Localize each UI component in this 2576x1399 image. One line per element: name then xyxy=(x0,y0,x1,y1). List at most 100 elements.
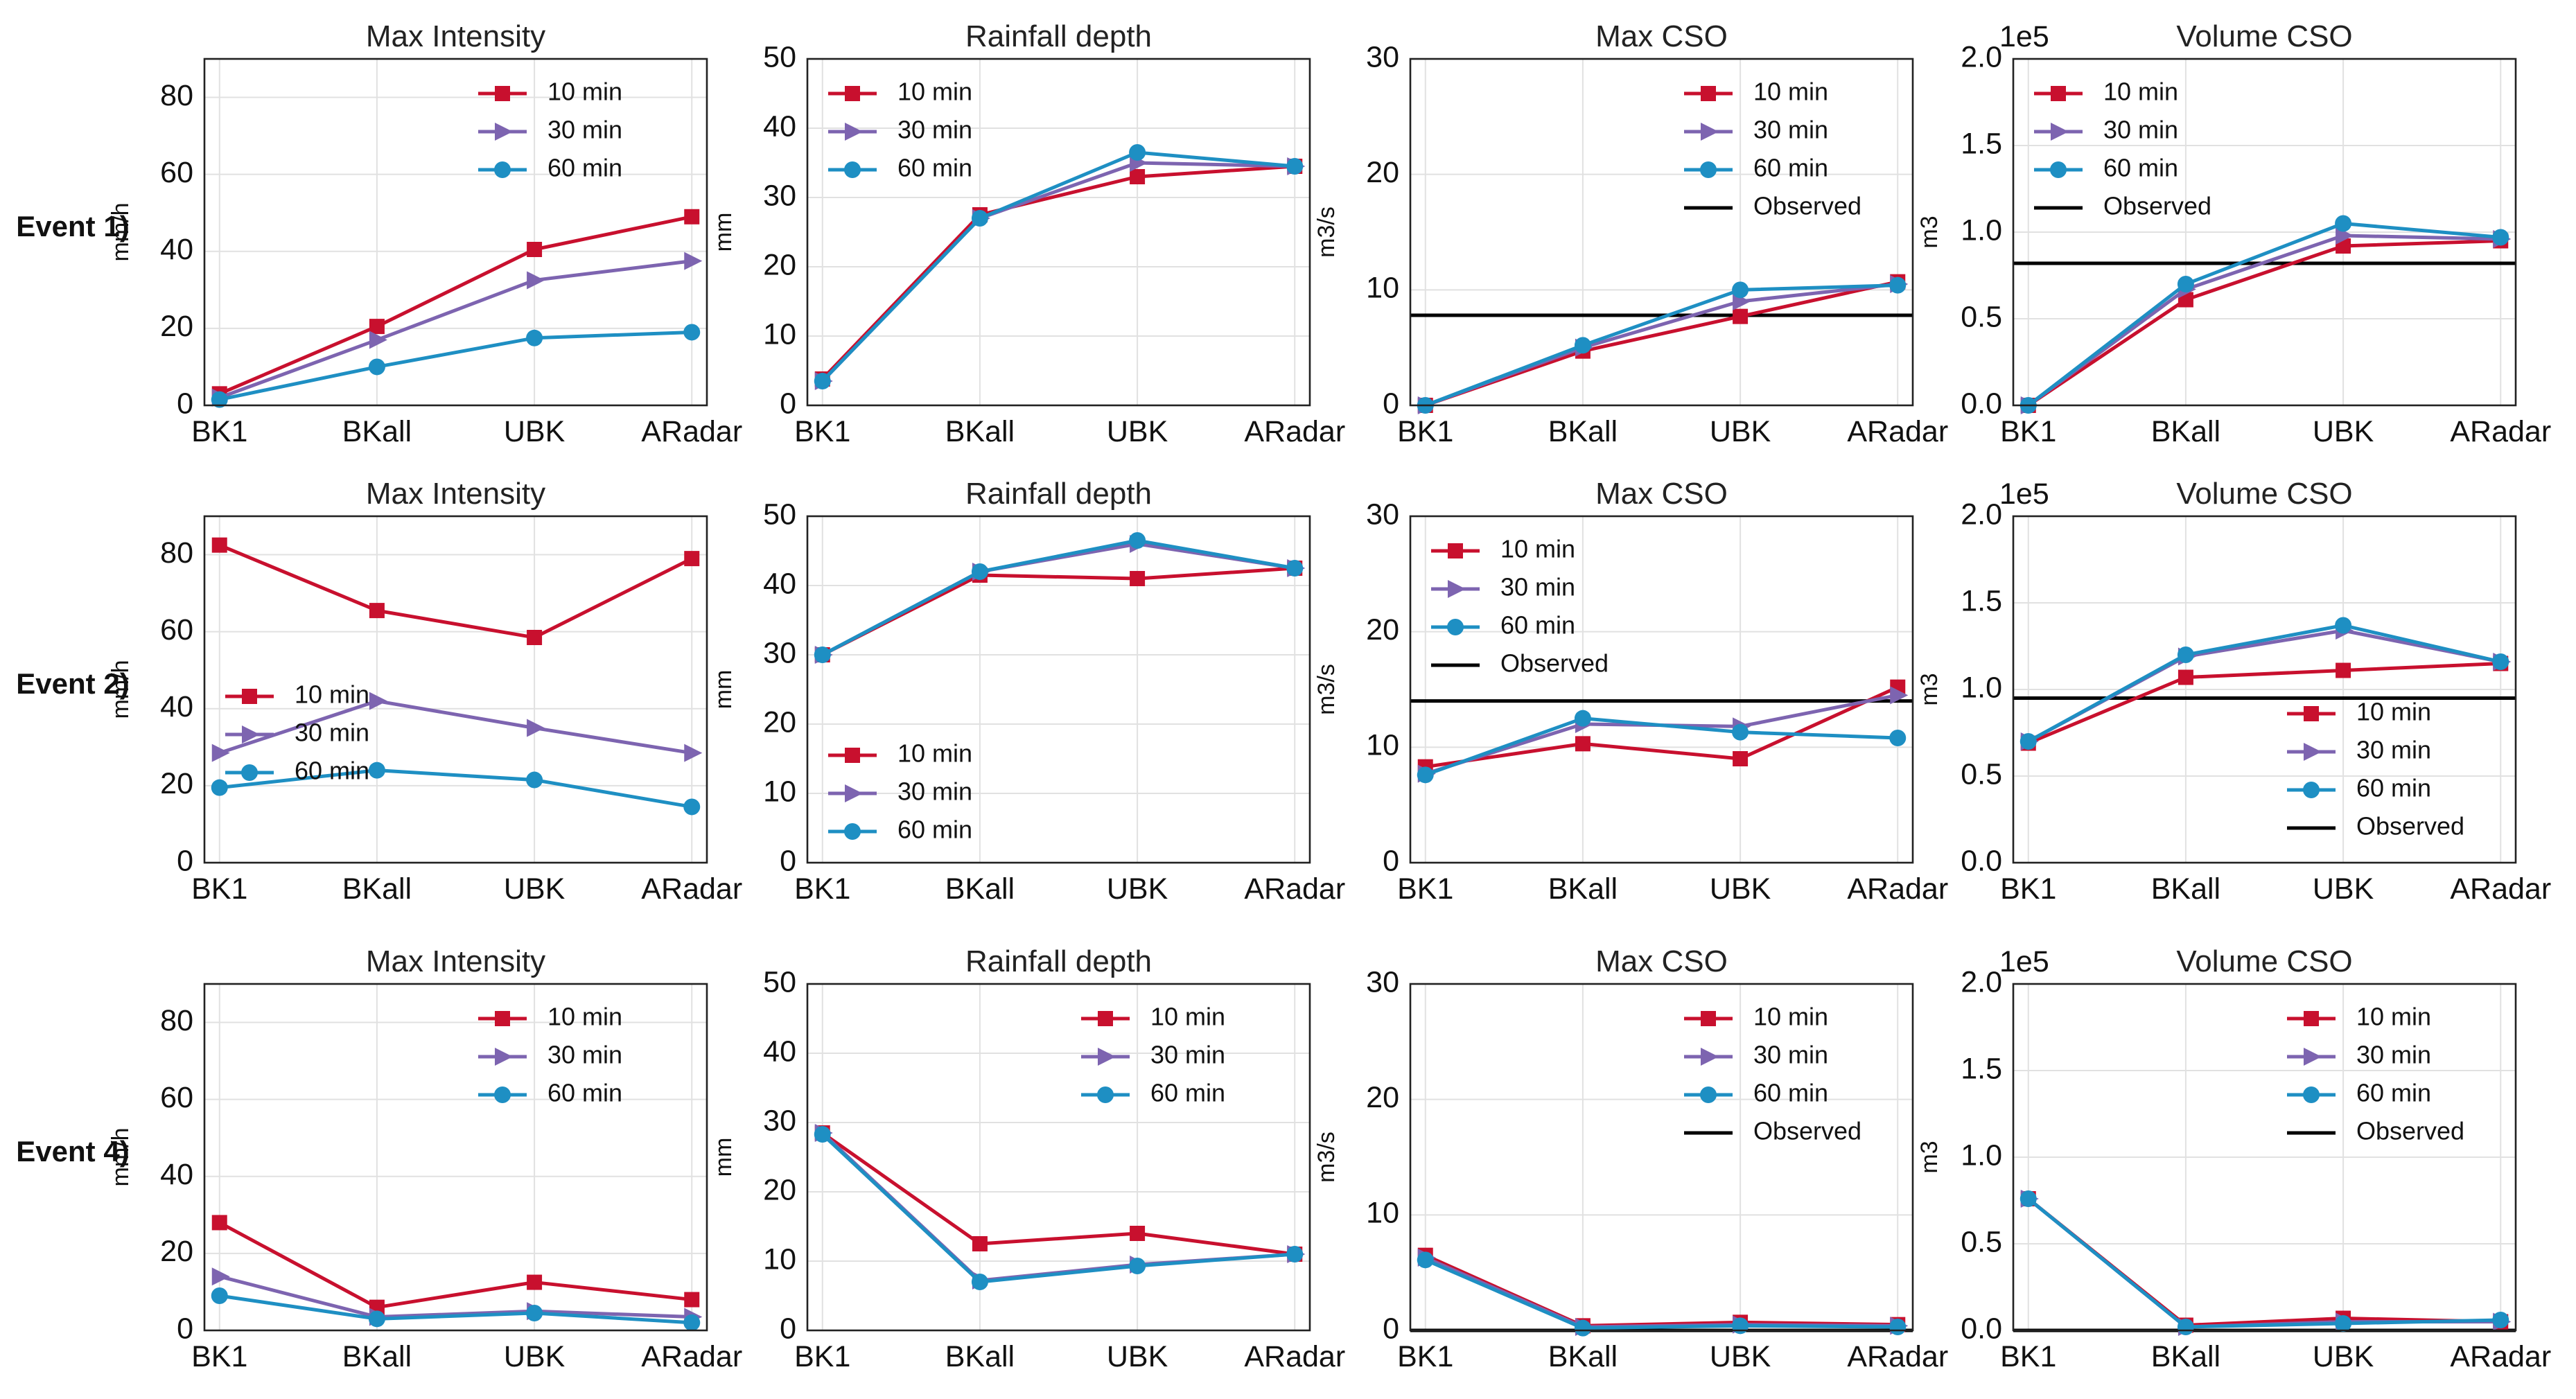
y-axis-label: mm/h xyxy=(107,1128,134,1187)
x-tick-label: BK1 xyxy=(2000,1340,2056,1373)
y-axis-label: mm/h xyxy=(107,203,134,262)
series-line xyxy=(821,1133,1295,1284)
legend: 10 min 30 min 60 min xyxy=(225,680,369,785)
data-point xyxy=(684,744,703,762)
legend-label: 30 min xyxy=(1753,116,1828,144)
legend-marker xyxy=(2051,123,2069,141)
data-point xyxy=(814,646,831,663)
y-tick-label: 20 xyxy=(763,705,796,739)
legend-marker xyxy=(494,161,511,178)
legend: 10 min 30 min 60 min xyxy=(1081,1003,1225,1107)
y-tick-label: 0 xyxy=(1383,387,1399,420)
data-point xyxy=(527,242,543,257)
data-point xyxy=(684,551,700,567)
data-point xyxy=(526,771,543,789)
plot-frame xyxy=(1409,515,1914,864)
data-point xyxy=(1129,144,1146,161)
y-tick-label: 40 xyxy=(763,567,796,600)
x-tick-label: BK1 xyxy=(1397,1340,1453,1373)
data-point xyxy=(1130,169,1146,184)
legend: 10 min 30 min 60 min xyxy=(478,78,622,182)
series-line xyxy=(1424,716,1898,777)
data-point xyxy=(2335,617,2352,634)
x-tick-label: ARadar xyxy=(2450,1340,2551,1373)
y-tick-label: 60 xyxy=(160,156,193,189)
legend-label: 10 min xyxy=(547,78,622,106)
y-tick-label: 30 xyxy=(1366,965,1399,998)
y-tick-label: 40 xyxy=(763,109,796,143)
series-line xyxy=(1424,283,1898,407)
chart-title: Max Intensity xyxy=(366,19,545,53)
data-point xyxy=(1286,158,1304,175)
y-tick-label: 40 xyxy=(160,690,193,723)
legend-label: 10 min xyxy=(2356,698,2431,726)
data-point xyxy=(2177,646,2194,663)
x-tick-label: UBK xyxy=(1710,872,1771,906)
legend-marker xyxy=(1447,619,1464,635)
legend: 10 min 30 min 60 min xyxy=(478,1003,622,1107)
y-tick-label: 1.0 xyxy=(1961,671,2002,704)
data-point xyxy=(2177,1319,2194,1335)
x-tick-label: BK1 xyxy=(794,872,850,906)
legend-label: 30 min xyxy=(295,719,369,747)
y-tick-label: 0.0 xyxy=(1961,844,2002,877)
legend-marker xyxy=(241,764,258,781)
y-tick-label: 10 xyxy=(1366,1197,1399,1230)
data-point xyxy=(1286,560,1304,577)
data-point xyxy=(684,252,703,270)
legend-marker xyxy=(1701,86,1716,101)
series-line xyxy=(218,699,692,755)
data-point xyxy=(211,1215,227,1231)
x-tick-label: UBK xyxy=(1710,415,1771,448)
chart-title: Max CSO xyxy=(1595,477,1728,511)
y-tick-label: 20 xyxy=(1366,613,1399,646)
series-line xyxy=(2027,1197,2501,1329)
chart-title: Volume CSO xyxy=(2176,477,2352,511)
data-point xyxy=(368,358,385,376)
data-point xyxy=(1889,1319,1907,1335)
legend-label: 30 min xyxy=(1753,1041,1828,1069)
legend-marker xyxy=(845,748,860,763)
data-point xyxy=(2492,653,2509,670)
data-point xyxy=(527,271,545,290)
data-point xyxy=(527,719,545,737)
y-tick-label: 60 xyxy=(160,613,193,646)
y-axis-label: m3 xyxy=(1916,673,1943,705)
data-point xyxy=(1733,308,1749,324)
legend-marker xyxy=(2304,743,2322,761)
legend-marker xyxy=(2304,706,2319,721)
legend-marker xyxy=(844,161,861,178)
x-tick-label: ARadar xyxy=(641,1340,742,1373)
chart-title: Max CSO xyxy=(1595,19,1728,53)
legend-label: 30 min xyxy=(1150,1041,1225,1069)
legend-label: 60 min xyxy=(2103,154,2178,182)
data-point xyxy=(1129,1258,1146,1274)
legend-label: 60 min xyxy=(295,757,369,785)
y-axis-label: m3 xyxy=(1916,215,1943,248)
y-tick-label: 0.0 xyxy=(1961,387,2002,420)
y-tick-label: 10 xyxy=(763,1242,796,1276)
legend-label: 30 min xyxy=(897,116,972,144)
series-line xyxy=(821,164,1295,380)
x-tick-label: UBK xyxy=(2313,415,2374,448)
legend-label: 30 min xyxy=(2356,736,2431,764)
x-tick-label: BKall xyxy=(2151,1340,2220,1373)
y-tick-label: 20 xyxy=(160,767,193,800)
series-line xyxy=(1424,280,1898,407)
series-line xyxy=(219,1274,692,1319)
data-point xyxy=(211,779,228,796)
legend-marker xyxy=(2050,161,2067,178)
data-point xyxy=(211,744,230,762)
y-tick-label: 30 xyxy=(1366,498,1399,531)
data-point xyxy=(211,1287,228,1304)
legend-label: 10 min xyxy=(897,739,972,768)
data-point xyxy=(211,537,227,553)
plot-frame xyxy=(1409,983,1914,1332)
series-line xyxy=(219,330,692,402)
legend-label: Observed xyxy=(1753,192,1861,220)
plot-frame xyxy=(1409,58,1914,407)
series-line xyxy=(821,542,1295,657)
data-point xyxy=(2335,215,2352,232)
chart-title: Volume CSO xyxy=(2176,944,2352,978)
data-point xyxy=(1130,571,1146,586)
